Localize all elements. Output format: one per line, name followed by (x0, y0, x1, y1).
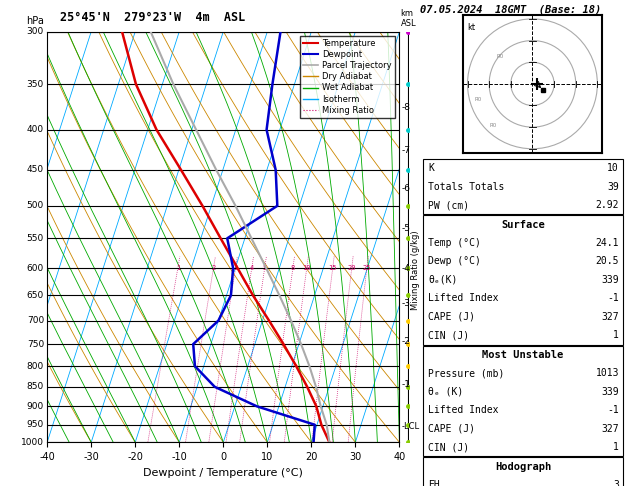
Text: Pressure (mb): Pressure (mb) (428, 368, 504, 378)
Text: 800: 800 (27, 362, 44, 371)
Text: PW (cm): PW (cm) (428, 200, 469, 210)
Text: 2.92: 2.92 (596, 200, 619, 210)
Text: Lifted Index: Lifted Index (428, 405, 499, 415)
Text: 850: 850 (27, 382, 44, 391)
Text: K: K (428, 163, 434, 173)
Text: 450: 450 (27, 165, 44, 174)
Text: -6: -6 (401, 184, 410, 193)
Text: -7: -7 (401, 146, 410, 155)
Text: 600: 600 (27, 263, 44, 273)
Text: kt: kt (467, 23, 476, 32)
Text: 07.05.2024  18GMT  (Base: 18): 07.05.2024 18GMT (Base: 18) (420, 5, 601, 15)
Text: 700: 700 (27, 316, 44, 325)
Text: 400: 400 (27, 125, 44, 134)
Text: CAPE (J): CAPE (J) (428, 312, 476, 322)
Text: 750: 750 (27, 340, 44, 348)
Text: 8: 8 (291, 265, 295, 271)
Text: Mixing Ratio (g/kg): Mixing Ratio (g/kg) (411, 230, 420, 310)
Text: 20: 20 (347, 265, 356, 271)
Text: 3: 3 (613, 480, 619, 486)
Text: -5: -5 (401, 225, 410, 233)
Text: 1: 1 (175, 265, 180, 271)
Text: Temp (°C): Temp (°C) (428, 238, 481, 248)
Text: hPa: hPa (26, 16, 44, 26)
Text: -LCL: -LCL (401, 422, 420, 431)
Text: 2: 2 (211, 265, 216, 271)
Text: -2: -2 (401, 337, 410, 347)
Text: 1000: 1000 (21, 438, 44, 447)
Text: 350: 350 (27, 80, 44, 88)
Text: 1: 1 (613, 442, 619, 452)
Text: 900: 900 (27, 402, 44, 411)
Text: 500: 500 (27, 201, 44, 210)
Text: 650: 650 (27, 291, 44, 300)
Text: km
ASL: km ASL (401, 9, 416, 28)
Text: 950: 950 (27, 420, 44, 429)
Text: θₑ(K): θₑ(K) (428, 275, 458, 285)
Text: 300: 300 (27, 27, 44, 36)
Text: Lifted Index: Lifted Index (428, 294, 499, 303)
Text: 25°45'N  279°23'W  4m  ASL: 25°45'N 279°23'W 4m ASL (60, 11, 245, 24)
Text: -4: -4 (401, 263, 410, 273)
Legend: Temperature, Dewpoint, Parcel Trajectory, Dry Adiabat, Wet Adiabat, Isotherm, Mi: Temperature, Dewpoint, Parcel Trajectory… (300, 36, 395, 118)
Text: CAPE (J): CAPE (J) (428, 424, 476, 434)
Text: Dewp (°C): Dewp (°C) (428, 257, 481, 266)
Text: R0: R0 (475, 97, 482, 102)
Text: -1: -1 (607, 405, 619, 415)
Text: R0: R0 (496, 54, 504, 59)
Text: © weatheronline.co.uk: © weatheronline.co.uk (461, 466, 585, 476)
Text: 339: 339 (601, 275, 619, 285)
Text: 327: 327 (601, 424, 619, 434)
Text: 550: 550 (27, 234, 44, 243)
X-axis label: Dewpoint / Temperature (°C): Dewpoint / Temperature (°C) (143, 468, 303, 478)
Text: 327: 327 (601, 312, 619, 322)
Text: -8: -8 (401, 103, 410, 112)
Text: 24.1: 24.1 (596, 238, 619, 248)
Text: R0: R0 (490, 123, 497, 128)
Text: 3: 3 (233, 265, 238, 271)
Text: 10: 10 (303, 265, 311, 271)
Text: Hodograph: Hodograph (495, 462, 551, 471)
Text: 39: 39 (607, 182, 619, 191)
Text: EH: EH (428, 480, 440, 486)
Text: 339: 339 (601, 387, 619, 397)
Text: 1013: 1013 (596, 368, 619, 378)
Text: -1: -1 (401, 381, 410, 389)
Text: 1: 1 (613, 330, 619, 340)
Text: 20.5: 20.5 (596, 257, 619, 266)
Text: -3: -3 (401, 298, 410, 308)
Text: Surface: Surface (501, 220, 545, 229)
Text: -1: -1 (607, 294, 619, 303)
Text: CIN (J): CIN (J) (428, 330, 469, 340)
Text: θₑ (K): θₑ (K) (428, 387, 464, 397)
Text: 10: 10 (607, 163, 619, 173)
Text: Most Unstable: Most Unstable (482, 350, 564, 360)
Text: 25: 25 (362, 265, 371, 271)
Text: 4: 4 (250, 265, 254, 271)
Text: Totals Totals: Totals Totals (428, 182, 504, 191)
Text: 5: 5 (262, 265, 267, 271)
Text: 15: 15 (328, 265, 337, 271)
Text: CIN (J): CIN (J) (428, 442, 469, 452)
